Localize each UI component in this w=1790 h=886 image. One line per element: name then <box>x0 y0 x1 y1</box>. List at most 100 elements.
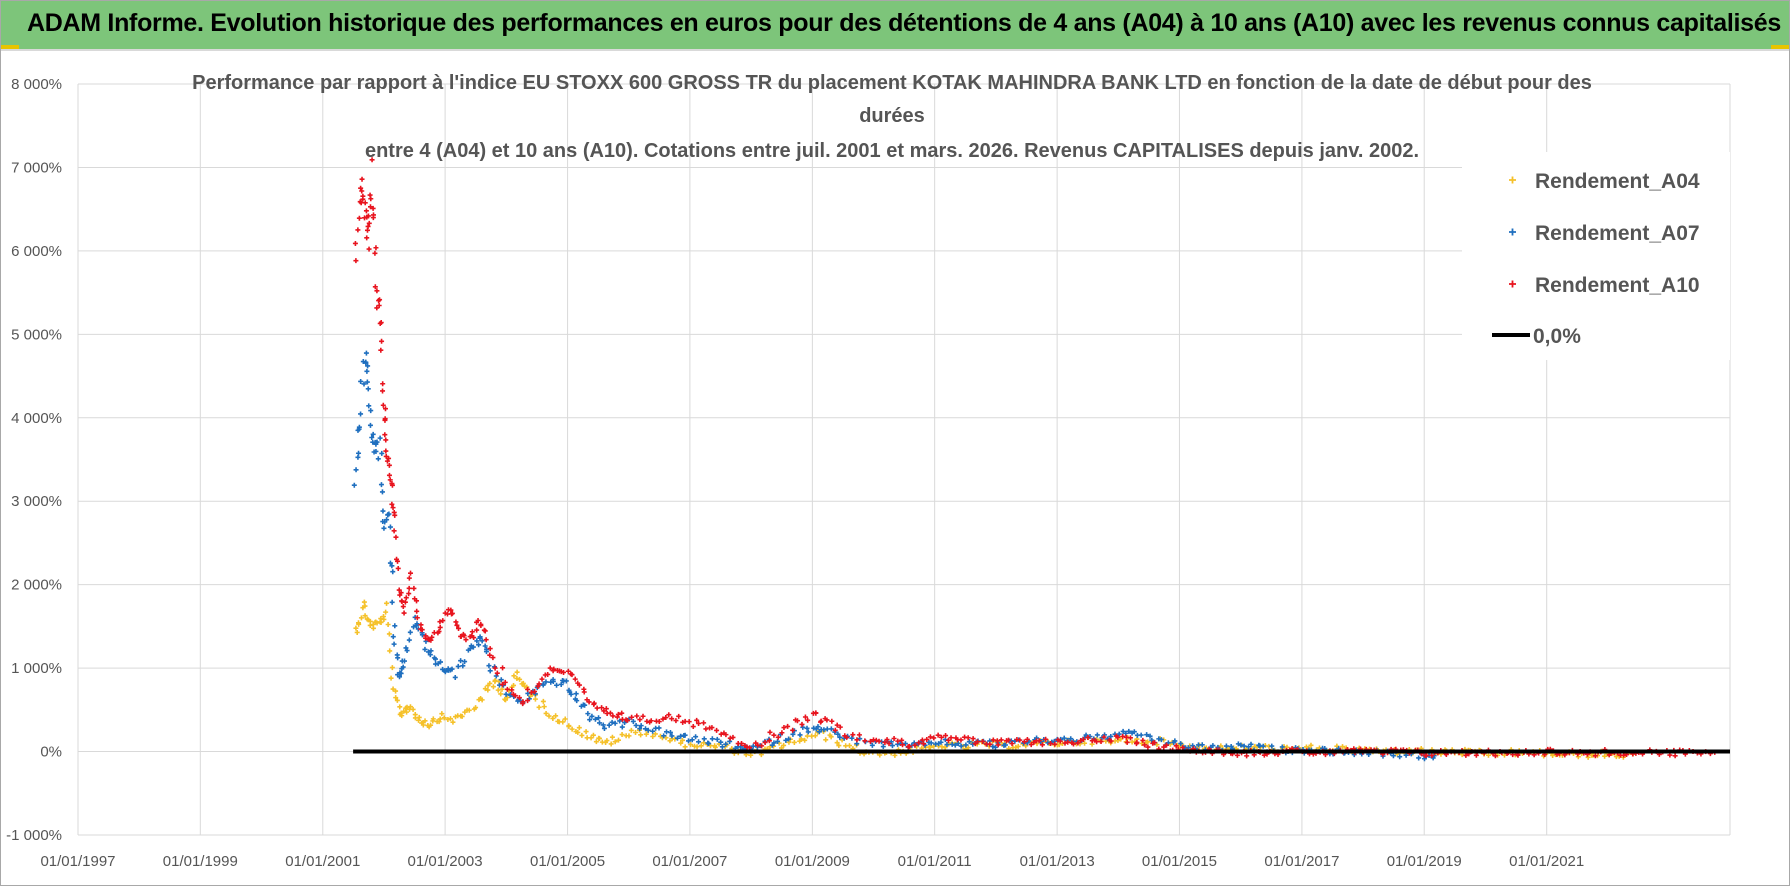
data-point <box>706 736 729 750</box>
data-point <box>372 284 383 311</box>
legend: Rendement_A04 Rendement_A07 Rendement_A10 0… <box>1462 152 1730 360</box>
y-tick-label: 4 000% <box>11 410 62 427</box>
data-point <box>466 695 485 713</box>
data-point <box>361 599 373 624</box>
data-point <box>767 723 791 740</box>
data-point <box>408 570 420 621</box>
grid-lines <box>77 83 1731 836</box>
x-tick-label: 01/01/2019 <box>1387 853 1462 870</box>
data-point <box>810 710 828 725</box>
data-point <box>667 729 688 741</box>
data-point <box>366 403 376 445</box>
x-tick-label: 01/01/2017 <box>1264 853 1339 870</box>
data-point <box>871 737 892 747</box>
data-point <box>362 208 371 241</box>
data-point <box>707 725 729 738</box>
data-point <box>678 737 700 750</box>
data-point <box>503 673 517 703</box>
x-tick-label: 01/01/2007 <box>652 853 727 870</box>
data-point <box>569 725 589 738</box>
data-point <box>385 512 396 605</box>
data-point <box>599 734 618 747</box>
data-point <box>397 658 407 680</box>
x-axis-ticks: 01/01/1997 01/01/1999 01/01/2001 01/01/2003… <box>40 853 1584 870</box>
data-point <box>555 716 572 729</box>
corner-accent-right <box>1771 45 1789 49</box>
data-point <box>811 724 827 735</box>
data-point <box>550 677 567 688</box>
data-point <box>1034 736 1058 748</box>
data-point <box>727 734 750 750</box>
data-point <box>452 647 471 680</box>
data-point <box>589 713 607 731</box>
data-point <box>565 668 582 688</box>
legend-label: Rendement_A07 <box>1535 222 1700 245</box>
data-point <box>442 666 455 675</box>
data-point <box>769 732 792 748</box>
y-tick-label: 7 000% <box>11 159 62 176</box>
data-point <box>891 736 912 750</box>
data-point <box>390 686 403 717</box>
data-point <box>426 716 442 730</box>
legend-box <box>1462 152 1730 360</box>
data-point <box>563 678 579 702</box>
data-point <box>380 402 389 443</box>
data-point <box>367 619 380 631</box>
data-point <box>437 711 456 725</box>
data-point <box>351 426 362 488</box>
data-point <box>377 320 386 394</box>
data-point <box>645 725 670 739</box>
data-point <box>626 716 649 732</box>
header-banner: ADAM Informe. Evolution historique des p… <box>1 1 1789 51</box>
y-tick-label: 5 000% <box>11 326 62 343</box>
data-point <box>1116 728 1137 737</box>
data-point <box>384 600 395 681</box>
data-point <box>458 631 473 643</box>
x-tick-label: 01/01/2011 <box>898 853 972 870</box>
data-point <box>758 740 782 758</box>
chart-title: Performance par rapport à l'indice EU ST… <box>192 72 1592 162</box>
data-point <box>416 717 431 728</box>
data-point <box>1014 736 1037 748</box>
data-point <box>540 698 559 721</box>
x-tick-label: 01/01/2021 <box>1509 853 1584 870</box>
series-layer <box>351 157 1718 762</box>
chart-title-line: entre 4 (A04) et 10 ans (A10). Cotations… <box>365 140 1419 162</box>
data-point <box>594 705 613 716</box>
data-point <box>353 605 366 635</box>
data-point <box>396 587 406 610</box>
x-tick-label: 01/01/1999 <box>163 853 238 870</box>
data-point <box>432 656 446 672</box>
data-point <box>1094 733 1119 745</box>
x-tick-label: 01/01/2001 <box>285 853 360 870</box>
data-point <box>422 638 437 661</box>
data-point <box>994 737 1015 748</box>
data-point <box>363 350 371 392</box>
legend-marker <box>1509 228 1516 236</box>
data-point <box>933 737 955 748</box>
data-point <box>448 607 462 631</box>
data-point <box>584 732 602 745</box>
data-point <box>514 669 528 689</box>
chart-title-line: durées <box>859 105 925 127</box>
y-tick-label: -1 000% <box>6 827 62 844</box>
data-point <box>581 686 597 707</box>
data-point <box>1134 737 1157 750</box>
legend-marker <box>1509 280 1516 288</box>
data-point <box>972 737 996 747</box>
data-point <box>624 713 650 724</box>
data-point <box>666 712 688 725</box>
data-point <box>383 448 392 478</box>
series-Rendement_A07 <box>351 350 1437 762</box>
x-tick-label: 01/01/1997 <box>40 853 115 870</box>
data-point <box>824 717 848 739</box>
data-point <box>358 176 368 206</box>
data-point <box>520 686 538 707</box>
data-point <box>912 734 933 748</box>
data-point <box>391 509 401 571</box>
data-point <box>478 621 493 652</box>
data-point <box>352 199 364 264</box>
data-point <box>387 477 398 518</box>
legend-label: Rendement_A10 <box>1535 274 1700 297</box>
data-point <box>686 717 709 732</box>
